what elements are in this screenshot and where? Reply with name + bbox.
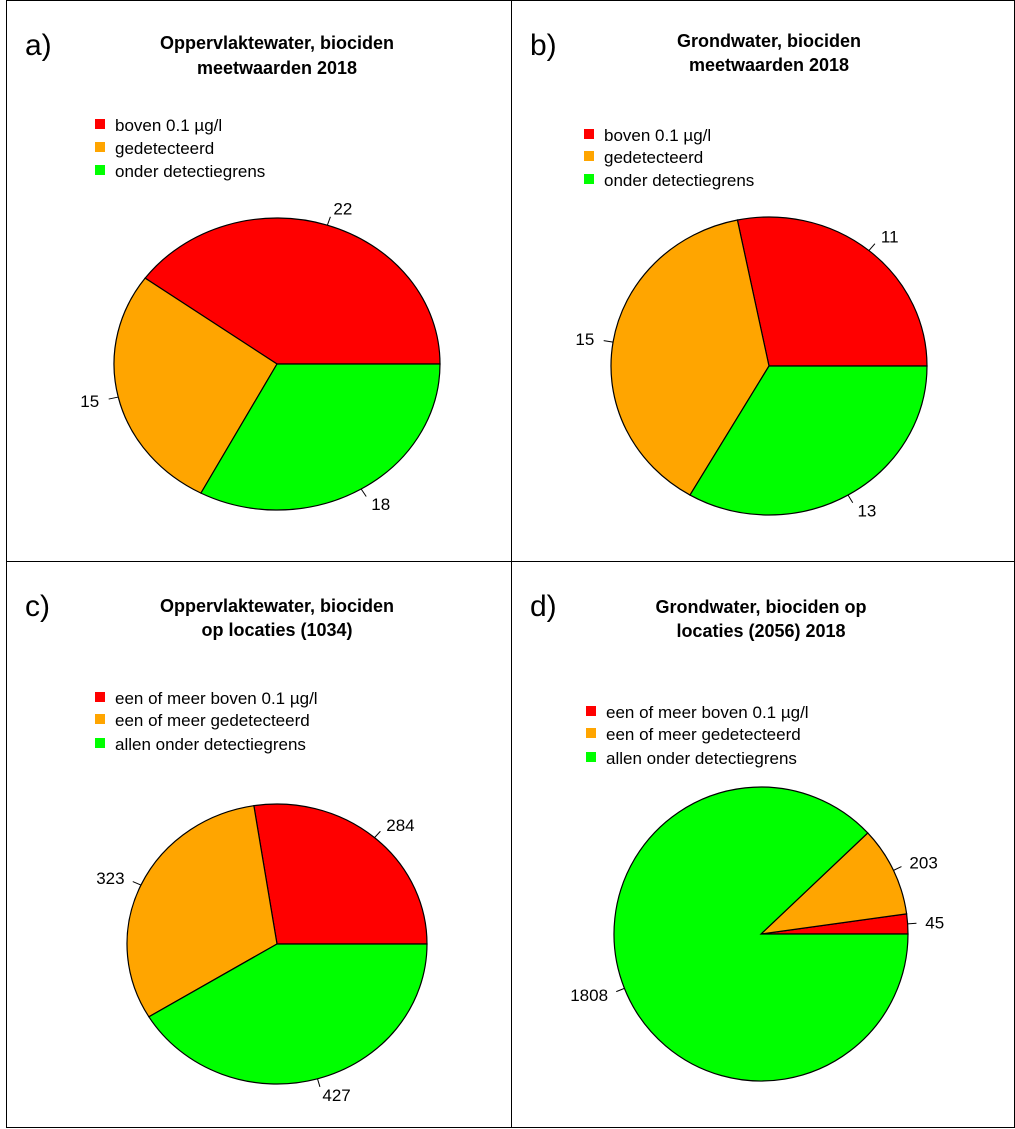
panel-a: a) Oppervlaktewater, biociden meetwaarden… <box>6 0 512 562</box>
pie-slice <box>610 219 770 496</box>
slice-label: 15 <box>80 392 99 411</box>
slice-tick <box>317 1078 321 1088</box>
legend-label: gedetecteerd <box>115 139 214 158</box>
legend-label: een of meer boven 0.1 µg/l <box>606 703 809 722</box>
panel-letter: a) <box>25 29 52 62</box>
legend-swatch <box>95 119 105 129</box>
chart-title-line: meetwaarden 2018 <box>197 58 357 78</box>
legend-swatch <box>95 714 105 724</box>
slice-tick <box>907 922 917 925</box>
legend-swatch <box>584 174 594 184</box>
legend-label: onder detectiegrens <box>604 171 754 190</box>
pie-slice <box>759 832 908 935</box>
pie-slice <box>126 805 278 1018</box>
slice-tick <box>603 340 614 343</box>
legend-label: boven 0.1 µg/l <box>115 116 222 135</box>
slice-tick <box>616 987 625 993</box>
legend-label: een of meer gedetecteerd <box>606 725 801 744</box>
panel-letter: b) <box>530 29 557 62</box>
slice-label: 15 <box>575 330 594 349</box>
chart-title-line: Oppervlaktewater, biociden <box>160 596 394 616</box>
slice-label: 18 <box>371 495 390 514</box>
panel-d: d) Grondwater, biociden op locaties (2056… <box>511 561 1015 1128</box>
chart-title-line: locaties (2056) 2018 <box>676 621 845 641</box>
slice-tick <box>326 216 331 226</box>
chart-title-line: Grondwater, biociden op <box>655 597 866 617</box>
slice-tick <box>108 396 119 400</box>
pie-chart-a: Oppervlaktewater, biociden meetwaarden 20… <box>80 33 441 514</box>
legend-swatch <box>586 706 596 716</box>
slice-label: 323 <box>96 869 124 888</box>
pie-chart-d: Grondwater, biociden op locaties (2056) 2… <box>570 597 944 1082</box>
legend-swatch <box>586 752 596 762</box>
slice-tick <box>847 494 854 504</box>
legend-label: boven 0.1 µg/l <box>604 126 711 145</box>
panel-letter: c) <box>25 590 50 623</box>
legend-swatch <box>95 165 105 175</box>
chart-title-line: op locaties (1034) <box>201 620 352 640</box>
slice-tick <box>360 488 367 497</box>
slice-label: 284 <box>386 816 414 835</box>
pie-slice <box>736 216 928 367</box>
legend-label: een of meer boven 0.1 µg/l <box>115 689 318 708</box>
pie-chart-b: Grondwater, biociden meetwaarden 2018 bove… <box>575 31 928 521</box>
slice-label: 45 <box>925 914 944 933</box>
slice-tick <box>132 881 142 886</box>
slice-tick <box>868 243 876 251</box>
slice-label: 11 <box>881 228 899 247</box>
slice-label: 1808 <box>570 986 608 1005</box>
legend-label: allen onder detectiegrens <box>606 749 797 768</box>
slice-label: 13 <box>857 502 876 521</box>
panel-c: c) Oppervlaktewater, biociden op locaties… <box>6 561 512 1128</box>
legend-label: gedetecteerd <box>604 148 703 167</box>
slice-tick <box>374 830 381 838</box>
pie-chart-c: Oppervlaktewater, biociden op locaties (1… <box>95 596 428 1105</box>
panel-b: b) Grondwater, biociden meetwaarden 2018 b… <box>511 0 1015 562</box>
pie-slice <box>144 217 441 365</box>
legend-swatch <box>95 142 105 152</box>
legend-label: een of meer gedetecteerd <box>115 711 310 730</box>
legend-swatch <box>584 129 594 139</box>
pie-slice <box>253 803 428 945</box>
chart-title-line: meetwaarden 2018 <box>689 55 849 75</box>
chart-title-line: Grondwater, biociden <box>677 31 861 51</box>
panel-letter: d) <box>530 590 557 623</box>
pie-slice <box>148 943 428 1085</box>
slice-tick <box>893 866 902 871</box>
chart-title-line: Oppervlaktewater, biociden <box>160 33 394 53</box>
legend-swatch <box>95 738 105 748</box>
legend-label: allen onder detectiegrens <box>115 735 306 754</box>
pie-slice <box>613 786 909 1082</box>
slice-label: 22 <box>333 199 352 218</box>
legend-swatch <box>95 692 105 702</box>
slice-label: 203 <box>909 854 937 873</box>
pie-slice <box>113 277 278 494</box>
legend-swatch <box>586 728 596 738</box>
slice-label: 427 <box>322 1086 350 1105</box>
legend-swatch <box>584 151 594 161</box>
legend-label: onder detectiegrens <box>115 162 265 181</box>
